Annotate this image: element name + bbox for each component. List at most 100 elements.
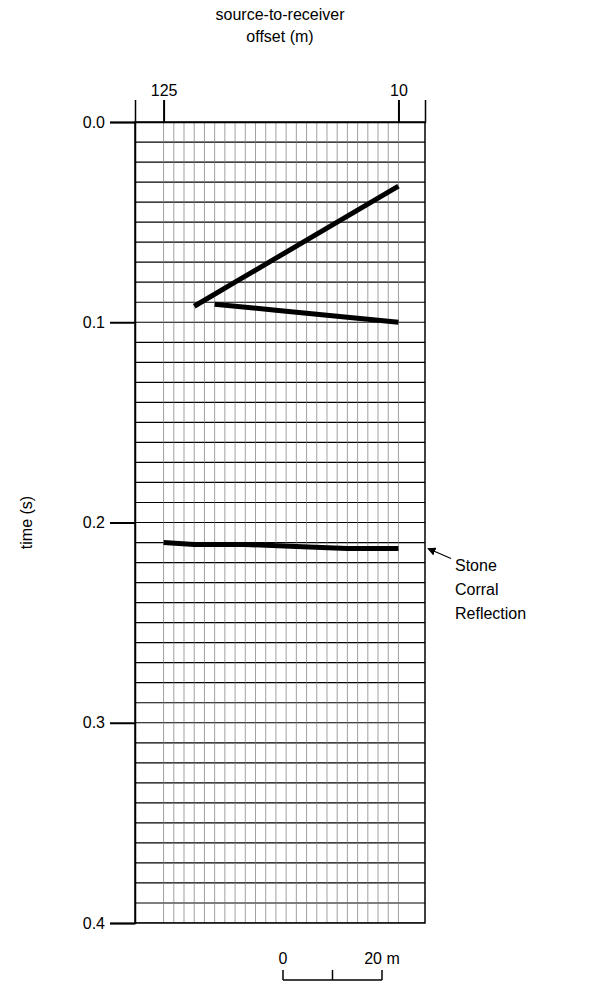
x-axis: 125 10 [136, 82, 426, 123]
trace [296, 122, 297, 923]
timing-line [135, 362, 425, 363]
trace [357, 122, 358, 923]
trace [367, 122, 368, 923]
y-tick-mark [110, 722, 135, 724]
trace [173, 122, 174, 923]
annotation: StoneCorralReflection [455, 557, 526, 622]
x-tick-mark [398, 100, 400, 122]
timing-line [135, 402, 425, 403]
timing-line [135, 862, 425, 863]
y-tick: 0.3 [83, 714, 135, 731]
timing-line [135, 462, 425, 463]
scale-bar-label: 20 m [364, 950, 400, 967]
timing-line [135, 181, 425, 182]
scale-bar-label: 0 [279, 950, 288, 967]
timing-line [135, 802, 425, 803]
trace [337, 122, 338, 923]
y-tick-label: 0.1 [83, 314, 105, 331]
y-tick-label: 0.4 [83, 915, 105, 932]
y-tick-label: 0.3 [83, 714, 105, 731]
timing-line [135, 702, 425, 703]
timing-line [135, 622, 425, 623]
timing-line [135, 282, 425, 283]
x-axis-title: source-to-receiveroffset (m) [216, 6, 346, 45]
trace [388, 122, 389, 923]
trace [184, 122, 185, 923]
timing-line [135, 342, 425, 343]
scale-bar-mid-tick [332, 970, 334, 980]
y-tick-mark [110, 522, 135, 524]
y-tick-label: 0.2 [83, 514, 105, 531]
timing-line [135, 602, 425, 603]
plot-area [135, 122, 425, 923]
chart: 0.0 0.1 0.2 0.3 0.4 time (s) 125 10 source-to-re… [0, 0, 591, 998]
timing-line [135, 502, 425, 503]
trace [378, 122, 379, 923]
event [215, 304, 399, 322]
timing-line [135, 302, 425, 303]
event [164, 543, 399, 549]
x-tick: 10 [390, 82, 408, 122]
timing-line [135, 442, 425, 443]
timing-line [135, 482, 425, 483]
timing-line [135, 642, 425, 643]
timing-line [135, 262, 425, 263]
trace [275, 122, 276, 923]
timing-line [135, 762, 425, 763]
timing-line [135, 782, 425, 783]
x-tick-label: 10 [390, 82, 408, 99]
x-tick-mark [163, 100, 165, 122]
trace [235, 122, 236, 923]
timing-line [135, 222, 425, 223]
timing-line [135, 722, 425, 723]
scale-bar-tick [282, 970, 284, 980]
y-tick: 0.0 [83, 114, 135, 131]
trace [326, 122, 327, 923]
y-axis: 0.0 0.1 0.2 0.3 0.4 [83, 114, 136, 932]
trace [398, 122, 399, 923]
timing-line [135, 582, 425, 583]
y-tick-mark [110, 923, 135, 925]
timing-line [135, 242, 425, 243]
timing-line [135, 822, 425, 823]
frame [135, 122, 425, 923]
trace [194, 122, 195, 923]
x-axis-line [136, 100, 426, 123]
y-tick-mark [110, 322, 135, 324]
timing-line [135, 882, 425, 883]
timing-line [135, 161, 425, 162]
y-tick: 0.4 [83, 915, 135, 932]
timing-line [135, 202, 425, 203]
timing-line [135, 842, 425, 843]
timing-line [135, 422, 425, 423]
trace [255, 122, 256, 923]
trace [347, 122, 348, 923]
x-tick: 125 [151, 82, 178, 122]
timing-line [135, 522, 425, 523]
y-axis-title: time (s) [18, 496, 35, 549]
trace [316, 122, 317, 923]
event [194, 186, 398, 306]
scale-bar-tick [381, 970, 383, 980]
trace [204, 122, 205, 923]
timing-line [135, 902, 425, 903]
trace [163, 122, 164, 923]
y-tick-mark [110, 122, 135, 124]
trace [245, 122, 246, 923]
annotation-arrow [428, 549, 451, 559]
y-axis-line [110, 123, 136, 924]
x-tick-label: 125 [151, 82, 178, 99]
timing-line [135, 562, 425, 563]
timing-line [135, 682, 425, 683]
y-tick: 0.1 [83, 314, 135, 331]
trace [265, 122, 266, 923]
trace [214, 122, 215, 923]
y-tick-label: 0.0 [83, 114, 105, 131]
trace [286, 122, 287, 923]
trace [224, 122, 225, 923]
timing-line [135, 141, 425, 142]
y-tick: 0.2 [83, 514, 135, 531]
timing-line [135, 382, 425, 383]
timing-line [135, 662, 425, 663]
timing-line [135, 742, 425, 743]
